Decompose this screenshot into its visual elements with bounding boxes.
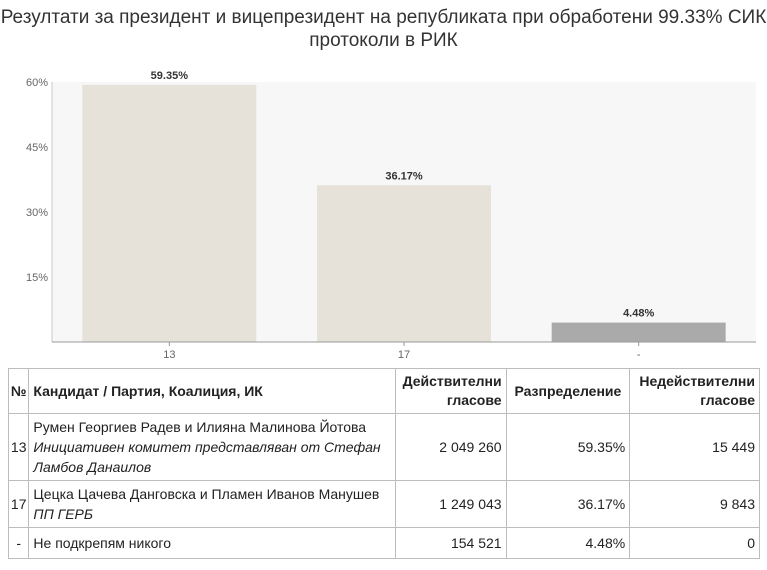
header-candidate: Кандидат / Партия, Коалиция, ИК [28, 368, 397, 414]
y-tick-label: 15% [26, 272, 48, 284]
row-party: Инициативен комитет представляван от Сте… [33, 439, 381, 475]
row-valid-votes: 2 049 260 [395, 413, 507, 481]
bar-value-label: 4.48% [623, 308, 654, 320]
row-valid-votes: 154 521 [395, 527, 507, 559]
row-distribution: 36.17% [505, 480, 631, 528]
bar-value-label: 36.17% [385, 170, 423, 182]
row-candidate-name: Цецка Цачева Данговска и Пламен Иванов М… [33, 486, 380, 502]
header-invalid-votes: Недействителни гласове [629, 368, 760, 414]
bar-2 [551, 322, 726, 342]
y-tick-label: 45% [26, 142, 48, 154]
bar-value-label: 59.35% [151, 70, 189, 82]
row-distribution: 4.48% [505, 527, 631, 559]
table-row: - Не подкрепям никого 154 521 4.48% 0 [7, 527, 760, 559]
row-candidate-name: Румен Георгиев Радев и Илияна Малинова Й… [33, 419, 367, 435]
header-distribution: Разпределение [505, 368, 631, 414]
row-candidate-cell: Цецка Цачева Данговска и Пламен Иванов М… [28, 480, 397, 528]
row-party: ПП ГЕРБ [33, 506, 94, 522]
row-valid-votes: 1 249 043 [395, 480, 507, 528]
row-no: 17 [7, 480, 30, 528]
bar-0 [82, 84, 257, 343]
header-no: № [7, 368, 30, 414]
x-tick-label: 13 [163, 349, 175, 361]
table-row: 13 Румен Георгиев Радев и Илияна Малинов… [7, 413, 760, 481]
y-tick-label: 30% [26, 207, 48, 219]
y-tick-label: 60% [26, 77, 48, 89]
results-table: № Кандидат / Партия, Коалиция, ИК Действ… [7, 368, 760, 559]
row-no: 13 [7, 413, 30, 481]
table-header-row: № Кандидат / Партия, Коалиция, ИК Действ… [7, 368, 760, 414]
row-no: - [7, 527, 30, 559]
row-invalid-votes: 0 [629, 527, 760, 559]
row-invalid-votes: 9 843 [629, 480, 760, 528]
row-candidate-name: Не подкрепям никого [33, 535, 172, 551]
chart-title: Резултати за президент и вицепрезидент н… [0, 7, 767, 51]
header-valid-votes: Действителни гласове [395, 368, 507, 414]
table-row: 17 Цецка Цачева Данговска и Пламен Ивано… [7, 480, 760, 528]
bar-1 [317, 185, 491, 342]
row-invalid-votes: 15 449 [629, 413, 760, 481]
row-candidate-cell: Румен Георгиев Радев и Илияна Малинова Й… [28, 413, 397, 481]
bar-chart: 60% 45% 30% 15% 59.35% 36.17% 4.48% 13 17 - [26, 70, 756, 361]
row-candidate-cell: Не подкрепям никого [28, 527, 397, 559]
x-tick-label: - [637, 349, 641, 361]
row-distribution: 59.35% [505, 413, 631, 481]
x-tick-label: 17 [398, 349, 410, 361]
